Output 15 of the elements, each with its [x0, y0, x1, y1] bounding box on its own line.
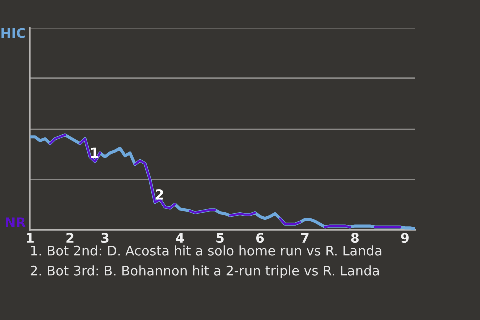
- x-tick-label: 1: [27, 233, 34, 243]
- x-tick-label: 3: [102, 233, 109, 244]
- text: NR: [6, 218, 26, 228]
- text: 1. Bot 2nd: D. Acosta hit a solo home run vs R. Landa: [31, 246, 382, 256]
- x-tick-label: 5: [216, 233, 224, 244]
- x-tick-label: 6: [256, 233, 264, 244]
- x-tick-label: 8: [351, 233, 359, 244]
- x-tick-label: 2: [66, 233, 74, 243]
- text: 2. Bot 3rd: B. Bohannon hit a 2-run triple vs R. Landa: [30, 266, 380, 278]
- x-tick-label: 7: [302, 233, 309, 243]
- x-tick-label: 4: [176, 233, 184, 243]
- annotation: 2: [156, 189, 164, 200]
- text: HIC: [2, 28, 26, 38]
- x-tick-label: 9: [401, 233, 409, 244]
- annotation: 1: [91, 148, 99, 158]
